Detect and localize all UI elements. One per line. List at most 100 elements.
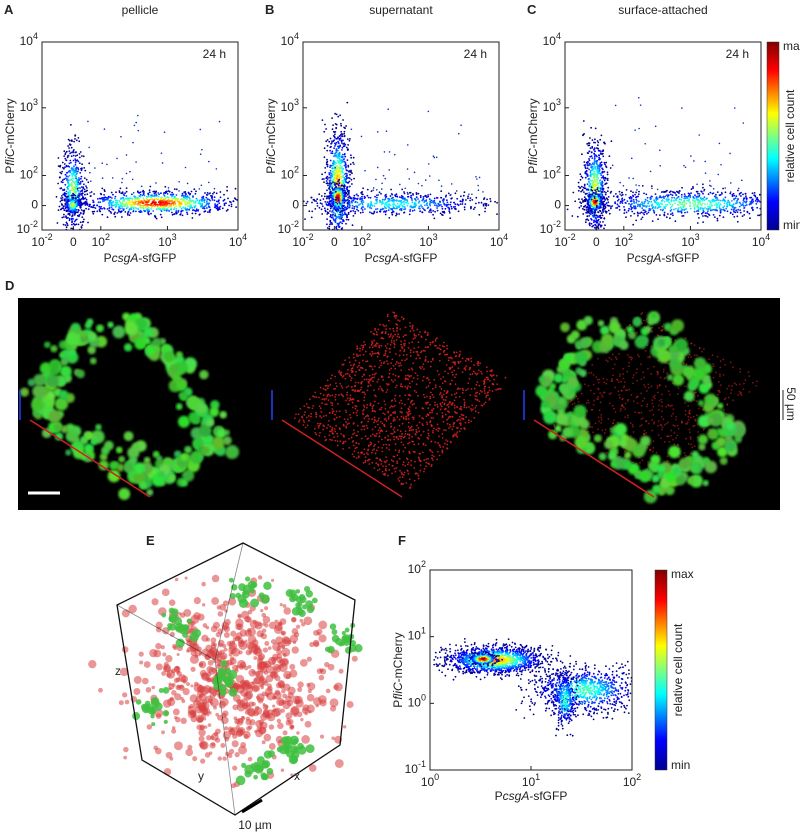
density-dot — [701, 202, 704, 205]
text-part: 10 — [20, 100, 34, 114]
density-dot — [715, 193, 717, 196]
density-dot — [132, 208, 135, 210]
density-dot — [68, 150, 71, 153]
density-dot — [194, 192, 197, 195]
sparse-dot — [141, 190, 144, 193]
density-dot — [420, 205, 423, 208]
density-dot — [346, 207, 349, 210]
density-dot — [81, 216, 84, 219]
density-dot — [73, 149, 75, 151]
density-dot — [63, 188, 66, 191]
density-dot — [114, 195, 117, 198]
density-dot — [580, 205, 582, 207]
sparse-dot — [704, 172, 707, 174]
density-dot — [174, 202, 177, 205]
density-dot — [352, 215, 355, 217]
density-dot — [583, 208, 586, 211]
density-dot — [128, 214, 131, 217]
density-dot — [719, 211, 722, 214]
density-dot — [334, 168, 336, 171]
density-dot — [306, 200, 309, 203]
density-dot — [718, 206, 721, 209]
sparse-dot — [208, 160, 210, 163]
density-dot — [417, 198, 419, 200]
density-dot — [332, 200, 335, 203]
density-dot — [190, 190, 193, 193]
density-dot — [489, 200, 492, 203]
density-dot — [409, 208, 412, 211]
density-dot — [602, 202, 605, 205]
sparse-dot — [632, 177, 634, 180]
density-dot — [591, 157, 594, 160]
density-dot — [70, 199, 73, 202]
density-dot — [702, 209, 705, 212]
density-dot — [341, 170, 344, 172]
density-dot — [592, 173, 595, 175]
density-dot — [428, 198, 431, 201]
density-dot — [155, 217, 158, 220]
density-dot — [335, 170, 337, 173]
density-dot — [119, 187, 122, 190]
density-dot — [148, 210, 151, 213]
density-dot — [615, 193, 617, 195]
density-dot — [616, 203, 619, 206]
density-dot — [81, 155, 83, 157]
density-dot — [173, 200, 176, 203]
density-dot — [73, 213, 76, 216]
text-part: 4 — [33, 31, 38, 41]
density-dot — [722, 216, 725, 219]
density-dot — [621, 193, 624, 196]
density-dot — [201, 198, 204, 201]
density-dot — [76, 154, 79, 157]
density-dot — [379, 210, 382, 213]
density-dot — [746, 211, 749, 214]
density-dot — [146, 205, 149, 207]
density-dot — [186, 195, 189, 198]
density-dot — [604, 203, 607, 206]
density-dot — [321, 178, 324, 181]
density-dot — [587, 161, 590, 163]
density-dot — [149, 185, 152, 188]
sparse-dot — [393, 153, 396, 156]
density-dot — [462, 194, 465, 197]
density-dot — [347, 213, 350, 216]
density-dot — [335, 227, 338, 230]
density-dot — [596, 183, 598, 185]
density-dot — [590, 179, 592, 182]
density-dot — [441, 207, 444, 210]
density-dot — [346, 199, 348, 202]
density-dot — [405, 201, 407, 204]
density-dot — [125, 207, 128, 210]
density-dot — [349, 196, 352, 199]
density-dot — [99, 201, 102, 204]
density-dot — [347, 196, 350, 199]
density-dot — [601, 197, 604, 200]
density-dot — [757, 199, 760, 202]
density-dot — [191, 207, 194, 209]
density-dot — [601, 167, 603, 170]
density-dot — [339, 191, 341, 194]
density-dot — [426, 207, 429, 210]
sparse-dot — [428, 175, 431, 177]
density-dot — [421, 199, 424, 202]
density-dot — [599, 172, 602, 175]
density-dot — [586, 183, 589, 186]
density-dot — [150, 202, 153, 205]
density-dot — [598, 154, 600, 157]
density-dot — [103, 189, 106, 191]
density-dot — [632, 195, 635, 198]
density-dot — [341, 205, 344, 208]
density-dot — [663, 200, 666, 203]
density-dot — [80, 167, 82, 170]
density-dot — [584, 167, 587, 170]
sparse-dot — [637, 96, 640, 99]
density-dot — [586, 215, 589, 218]
density-dot — [334, 203, 337, 206]
density-dot — [604, 176, 607, 179]
density-dot — [716, 209, 718, 212]
density-dot — [66, 199, 69, 202]
density-dot — [460, 195, 462, 198]
density-dot — [669, 203, 672, 206]
density-dot — [600, 216, 603, 219]
text-part: 0 — [554, 198, 561, 212]
